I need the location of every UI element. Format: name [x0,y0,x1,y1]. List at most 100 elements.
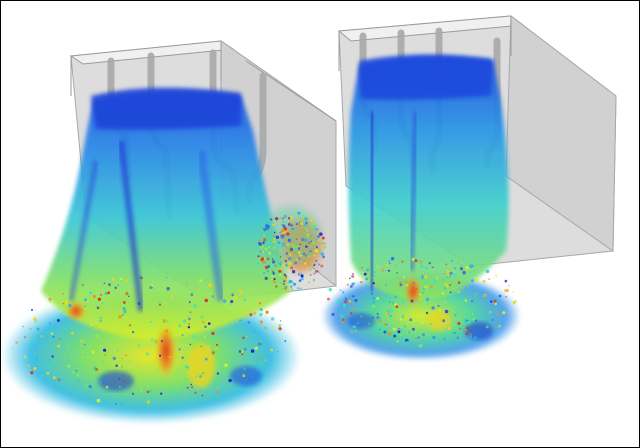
particle-dot [160,340,164,343]
particle-dot [323,246,326,249]
particle-dot [361,271,364,274]
particle-dot [422,333,425,337]
particle-dot [299,252,302,255]
particle-dot [51,355,54,358]
particle-dot [502,311,506,315]
particle-dot [273,246,276,249]
particle-dot [252,330,256,333]
particle-dot [514,300,517,302]
particle-dot [485,325,489,329]
particle-dot [279,217,282,220]
particle-dot [262,260,267,265]
particle-dot [446,273,449,276]
particle-dot [430,285,433,289]
particle-dot [69,303,71,305]
particle-dot [266,224,270,229]
particle-dot [378,318,383,323]
particle-dot [189,311,192,314]
particle-dot [163,326,166,329]
particle-dot [200,345,202,348]
particle-dot [321,236,325,240]
particle-dot [268,277,271,280]
particle-dot [317,235,320,238]
particle-dot [182,319,187,323]
particle-dot [387,269,390,272]
particle-dot [81,284,84,286]
particle-dot [99,380,102,384]
particle-dot [135,377,139,381]
particle-dot [206,345,210,349]
particle-dot [248,377,250,380]
particle-dot [278,327,282,331]
particle-dot [280,267,283,271]
particle-dot [97,297,102,301]
particle-dot [458,290,461,293]
particle-dot [414,309,418,313]
particle-dot [279,273,282,277]
particle-dot [392,327,396,331]
particle-dot [207,347,210,350]
particle-dot [178,367,180,370]
particle-dot [453,331,456,335]
particle-dot [432,266,435,269]
particle-dot [199,279,202,282]
particle-dot [283,280,286,283]
particle-dot [351,282,355,286]
particle-dot [309,249,312,253]
particle-dot [104,291,108,296]
particle-dot [387,331,392,336]
particle-dot [307,281,310,284]
particle-dot [399,283,403,287]
particle-dot [392,301,395,305]
particle-dot [299,243,302,246]
particle-dot [186,283,188,285]
particle-dot [299,220,302,223]
particle-dot [412,302,414,304]
particle-dot [393,334,397,338]
particle-dot [490,300,493,303]
particle-dot [475,278,479,282]
particle-dot [469,271,472,274]
particle-dot [419,293,422,296]
particle-dot [270,348,274,352]
particle-dot [435,339,439,342]
particle-dot [341,291,345,294]
particle-dot [350,330,354,333]
particle-dot [62,293,64,295]
particle-dot [57,344,61,348]
particle-dot [447,308,449,311]
particle-dot [505,288,509,293]
particle-dot [403,325,407,328]
particle-dot [309,240,312,242]
particle-dot [201,320,205,324]
particle-dot [344,300,348,304]
particle-dot [150,338,154,342]
particle-dot [119,287,122,290]
particle-dot [77,380,79,383]
particle-dot [46,323,48,325]
particle-dot [33,317,37,321]
particle-dot [47,364,51,368]
particle-dot [446,269,450,274]
particle-dot [490,303,493,307]
particle-dot [154,340,158,344]
particle-dot [292,282,297,286]
particle-dot [67,365,70,368]
particle-dot [339,289,342,291]
particle-dot [187,322,191,326]
particle-dot [187,317,191,321]
particle-dot [246,348,249,351]
particle-dot [427,304,431,308]
particle-dot [365,277,369,281]
particle-dot [314,264,316,266]
particle-dot [96,306,100,310]
particle-dot [314,249,319,253]
particle-dot [160,392,163,395]
particle-dot [349,277,351,280]
particle-dot [168,355,171,358]
particle-dot [279,251,281,254]
particle-dot [282,217,284,220]
particle-dot [372,300,376,304]
particle-dot [242,336,245,339]
